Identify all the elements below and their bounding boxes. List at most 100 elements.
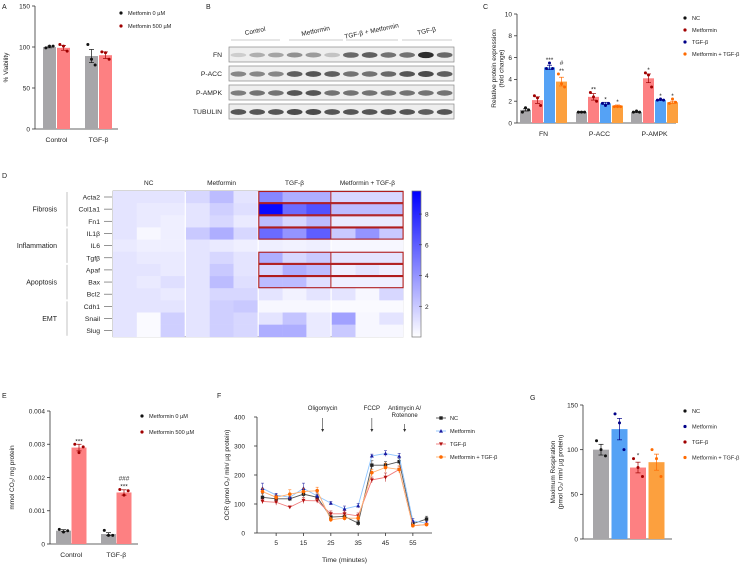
data-point — [86, 43, 90, 47]
data-point — [93, 63, 97, 67]
heatmap-row-label: Apaf — [86, 267, 100, 274]
heatmap-row-label: Tgfβ — [86, 255, 100, 262]
heatmap-cell — [209, 300, 234, 313]
protein-band — [343, 109, 359, 115]
data-point — [51, 44, 55, 48]
heatmap-cell — [233, 203, 258, 216]
heatmap-cell — [331, 227, 356, 240]
heatmap-cell — [355, 300, 380, 313]
data-point — [536, 96, 539, 100]
heatmap-cell — [136, 276, 161, 289]
heatmap-category-label: EMT — [42, 316, 58, 323]
colorbar-tick-label: 6 — [425, 242, 429, 249]
heatmap-cell — [209, 263, 234, 277]
heatmap-cell — [209, 288, 234, 301]
arrow-head-icon — [370, 429, 374, 432]
data-point — [588, 90, 592, 94]
data-point — [619, 105, 623, 109]
y-tick-label: 0.004 — [29, 408, 46, 415]
heatmap-cell — [113, 191, 138, 204]
colorbar — [411, 190, 422, 338]
y-tick-label: 50 — [23, 85, 31, 92]
heatmap-cell — [258, 276, 283, 289]
heatmap-cell — [306, 203, 331, 216]
protein-band — [418, 90, 434, 96]
significance-marker: ** — [591, 86, 597, 93]
heatmap-cell — [185, 288, 210, 301]
data-point — [551, 67, 555, 70]
heatmap-category-label: Inflammation — [17, 243, 57, 250]
data-point — [607, 101, 611, 105]
data-point — [643, 71, 647, 75]
significance-marker: *** — [120, 483, 128, 490]
protein-band — [343, 71, 359, 77]
bar-metfomin-500-µm-control — [57, 47, 70, 129]
heatmap-cell — [379, 324, 404, 338]
bar-metfomin-500-µm-tgf-β — [99, 55, 112, 130]
legend-marker — [683, 40, 687, 44]
lane-label: Metformin — [301, 25, 331, 38]
heatmap-cell — [113, 300, 138, 313]
y-tick-label: 100 — [19, 44, 30, 51]
panel-g-chart: 0 50 100 150 Maximum Respiration(pmol O₂/ mi… — [550, 402, 739, 543]
bar-metformin-+-tgf-β-fn — [556, 81, 567, 123]
protein-band — [268, 109, 284, 115]
heatmap-cell — [209, 276, 234, 289]
heatmap-cell — [258, 215, 283, 228]
data-point — [301, 498, 306, 503]
protein-band — [361, 109, 378, 115]
bar-tgf-β- — [630, 467, 646, 539]
bar-nc-fn — [520, 109, 531, 123]
data-point — [342, 506, 347, 511]
heatmap-cell — [185, 215, 210, 228]
heatmap-cell — [185, 276, 210, 289]
heatmap-cell — [379, 239, 404, 253]
heatmap-cell — [355, 312, 380, 325]
blot-row-label: FN — [213, 52, 222, 59]
data-point — [520, 110, 524, 114]
heatmap-cell — [282, 215, 307, 228]
bar-metformin-500-µm-tgf-β — [116, 492, 132, 544]
y-tick-label: 150 — [567, 402, 578, 409]
data-point — [274, 500, 279, 505]
heatmap-cell — [282, 312, 307, 325]
category-label: FN — [539, 131, 548, 138]
heatmap-cell — [258, 227, 283, 240]
significance-marker: *** — [546, 57, 554, 64]
data-point — [635, 109, 638, 113]
heatmap-cell — [355, 191, 380, 204]
injection-label: Oligomycin — [308, 406, 338, 412]
heatmap-cell — [379, 276, 404, 289]
data-point — [622, 448, 626, 452]
heatmap-group-label: Metformin + TGF-β — [340, 180, 395, 187]
data-point — [383, 475, 388, 480]
legend-marker — [683, 440, 687, 444]
heatmap-cell — [233, 312, 258, 325]
protein-band — [380, 52, 397, 58]
protein-band — [436, 109, 453, 115]
heatmap-cell — [306, 215, 331, 228]
bar-nc-p-ampk — [631, 112, 642, 123]
heatmap-cell — [355, 276, 380, 289]
protein-band — [268, 90, 284, 96]
heatmap-row-label: Cdh1 — [84, 304, 100, 311]
data-point — [315, 499, 320, 503]
heatmap-cell — [306, 227, 331, 240]
legend-label: Metformin + TGF-β — [450, 455, 497, 461]
heatmap-cell — [306, 263, 331, 277]
data-point — [329, 517, 333, 522]
protein-band — [230, 52, 247, 58]
data-point — [560, 82, 563, 86]
x-tick-label: 55 — [409, 540, 417, 547]
data-point — [659, 97, 662, 101]
heatmap-cell — [136, 324, 161, 338]
heatmap-cell — [160, 191, 185, 204]
data-point — [118, 487, 122, 491]
protein-band — [230, 90, 247, 96]
heatmap-cell — [355, 324, 380, 338]
heatmap-cell — [160, 263, 185, 277]
heatmap-cell — [355, 203, 380, 216]
heatmap-cell — [185, 324, 210, 338]
heatmap-cell — [136, 239, 161, 253]
significance-marker: * — [647, 67, 650, 74]
